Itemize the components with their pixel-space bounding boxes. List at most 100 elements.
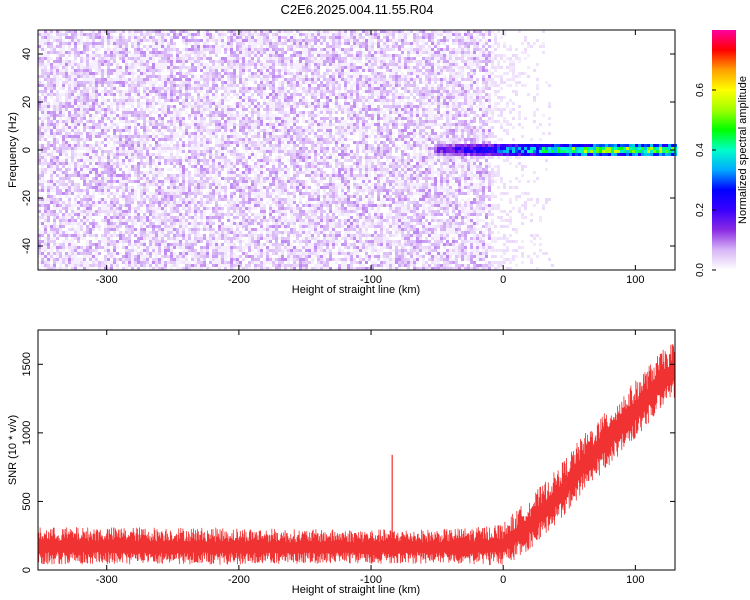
heatmap-cell [263, 228, 266, 231]
heatmap-cell [74, 135, 77, 138]
heatmap-cell [194, 147, 197, 150]
heatmap-cell [161, 255, 164, 258]
heatmap-cell [260, 120, 263, 123]
heatmap-cell [92, 159, 95, 162]
heatmap-cell [206, 198, 209, 201]
heatmap-cell [182, 42, 185, 45]
heatmap-cell [125, 174, 128, 177]
heatmap-cell [98, 66, 101, 69]
heatmap-cell [203, 147, 206, 150]
heatmap-cell [131, 189, 134, 192]
heatmap-cell [71, 174, 74, 177]
heatmap-cell [44, 33, 47, 36]
heatmap-cell [182, 261, 185, 264]
heatmap-cell [200, 126, 203, 129]
heatmap-cell [116, 201, 119, 204]
heatmap-cell [254, 171, 257, 174]
heatmap-cell [200, 87, 203, 90]
heatmap-cell [158, 96, 161, 99]
heatmap-cell [182, 72, 185, 75]
heatmap-cell [191, 249, 194, 252]
heatmap-cell [80, 174, 83, 177]
heatmap-cell [212, 108, 215, 111]
heatmap-cell [263, 126, 266, 129]
heatmap-cell [170, 96, 173, 99]
heatmap-cell [200, 249, 203, 252]
heatmap-cell [56, 243, 59, 246]
heatmap-cell [215, 69, 218, 72]
heatmap-cell [128, 231, 131, 234]
heatmap-cell [116, 108, 119, 111]
heatmap-cell [254, 105, 257, 108]
heatmap-cell [38, 168, 41, 171]
heatmap-cell [89, 87, 92, 90]
heatmap-cell [254, 234, 257, 237]
heatmap-cell [251, 108, 254, 111]
heatmap-cell [77, 108, 80, 111]
heatmap-cell [71, 156, 74, 159]
heatmap-cell [110, 135, 113, 138]
heatmap-cell [41, 261, 44, 264]
heatmap-cell [251, 171, 254, 174]
heatmap-cell [143, 84, 146, 87]
heatmap-cell [116, 228, 119, 231]
heatmap-cell [71, 60, 74, 63]
heatmap-cell [230, 168, 233, 171]
heatmap-cell [212, 39, 215, 42]
heatmap-cell [119, 186, 122, 189]
heatmap-cell [233, 237, 236, 240]
heatmap-cell [98, 267, 101, 270]
heatmap-cell [188, 54, 191, 57]
heatmap-cell [89, 120, 92, 123]
heatmap-cell [83, 60, 86, 63]
heatmap-cell [89, 75, 92, 78]
heatmap-cell [272, 33, 275, 36]
heatmap-cell [233, 120, 236, 123]
heatmap-cell [140, 75, 143, 78]
heatmap-cell [194, 99, 197, 102]
heatmap-cell [233, 147, 236, 150]
heatmap-cell [44, 243, 47, 246]
heatmap-cell [65, 210, 68, 213]
heatmap-cell [191, 147, 194, 150]
heatmap-cell [155, 42, 158, 45]
heatmap-cell [107, 234, 110, 237]
heatmap-cell [203, 168, 206, 171]
heatmap-cell [71, 114, 74, 117]
heatmap-cell [140, 42, 143, 45]
heatmap-cell [77, 87, 80, 90]
heatmap-cell [215, 90, 218, 93]
heatmap-cell [59, 93, 62, 96]
heatmap-cell [122, 189, 125, 192]
heatmap-cell [107, 177, 110, 180]
heatmap-cell [80, 204, 83, 207]
heatmap-cell [128, 66, 131, 69]
heatmap-cell [80, 36, 83, 39]
heatmap-cell [119, 51, 122, 54]
heatmap-cell [230, 123, 233, 126]
heatmap-cell [98, 240, 101, 243]
heatmap-cell [239, 72, 242, 75]
heatmap-cell [260, 183, 263, 186]
heatmap-cell [206, 168, 209, 171]
heatmap-cell [50, 183, 53, 186]
heatmap-cell [161, 258, 164, 261]
heatmap-cell [266, 129, 269, 132]
heatmap-cell [185, 54, 188, 57]
heatmap-cell [149, 39, 152, 42]
heatmap-cell [266, 240, 269, 243]
heatmap-cell [62, 120, 65, 123]
heatmap-cell [224, 153, 227, 156]
heatmap-cell [122, 204, 125, 207]
heatmap-cell [143, 228, 146, 231]
heatmap-cell [146, 54, 149, 57]
heatmap-cell [107, 54, 110, 57]
heatmap-cell [254, 108, 257, 111]
heatmap-cell [47, 78, 50, 81]
heatmap-cell [92, 234, 95, 237]
heatmap-cell [266, 60, 269, 63]
heatmap-cell [224, 72, 227, 75]
heatmap-cell [71, 246, 74, 249]
heatmap-cell [158, 237, 161, 240]
heatmap-cell [65, 57, 68, 60]
